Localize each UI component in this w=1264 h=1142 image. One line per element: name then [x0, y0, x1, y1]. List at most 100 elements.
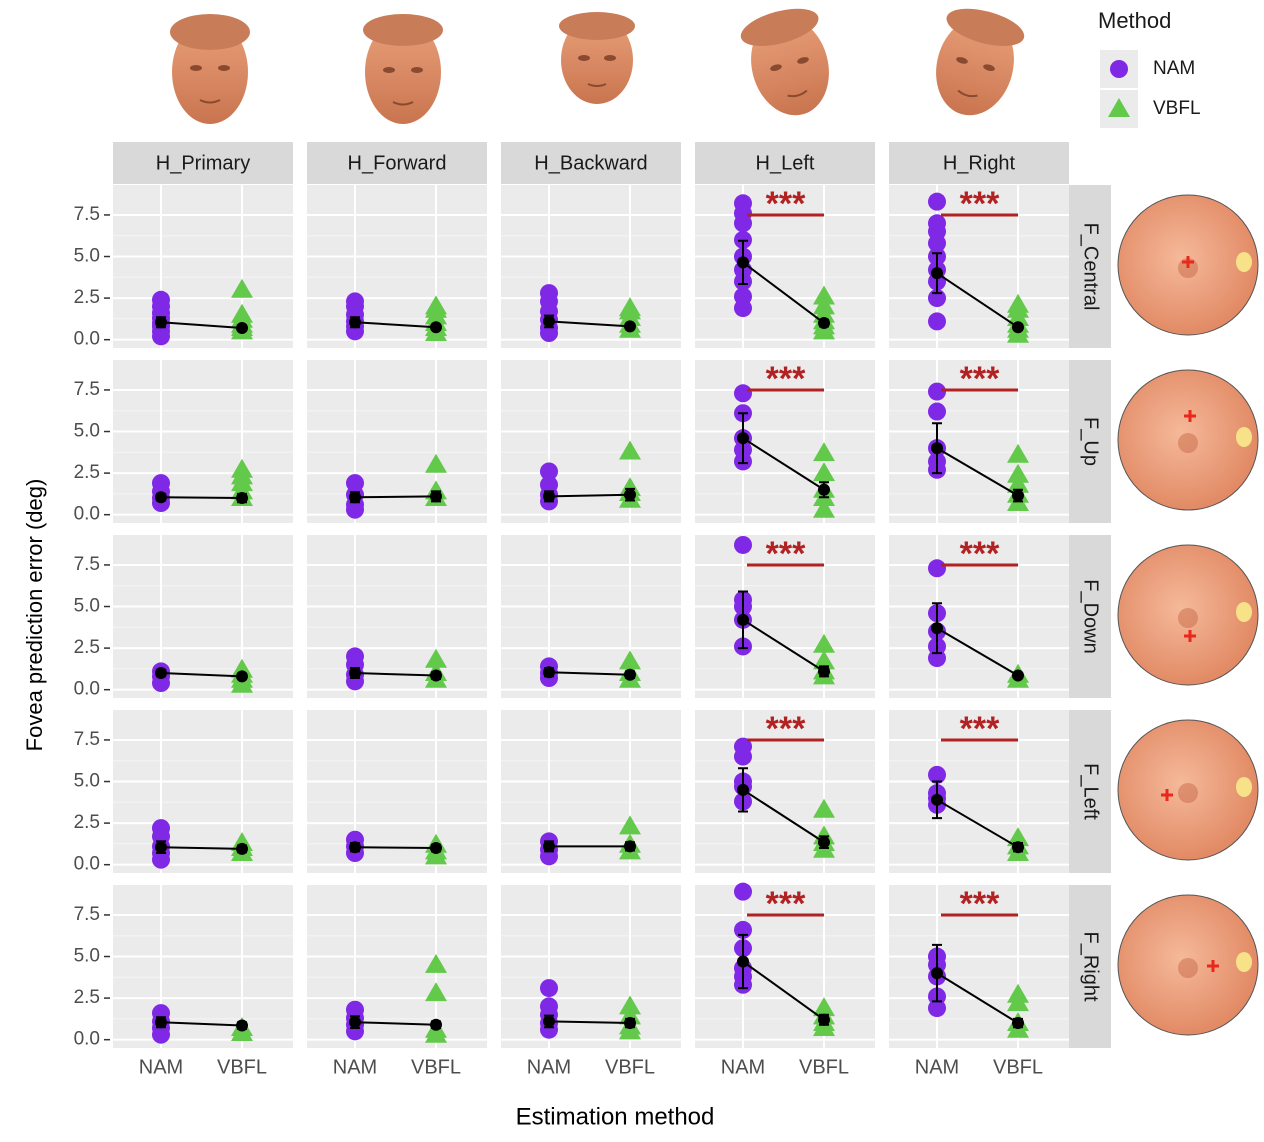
optic-disc	[1236, 602, 1252, 622]
data-point	[540, 462, 558, 481]
y-tick-label: 0.0	[74, 504, 100, 525]
panel-background	[695, 185, 875, 348]
panel	[307, 885, 487, 1048]
mean-line	[742, 788, 825, 844]
data-point	[346, 292, 364, 311]
panel	[307, 535, 487, 698]
panel	[113, 185, 293, 348]
facet-label: H_Primary	[156, 152, 250, 174]
panel-background	[501, 710, 681, 873]
mean-line	[354, 321, 437, 329]
mean-point	[236, 322, 248, 335]
mean-point	[543, 666, 555, 679]
mean-line	[548, 1020, 631, 1025]
data-point	[928, 765, 946, 784]
data-point	[540, 979, 558, 998]
facet-strip	[1069, 185, 1111, 348]
optic-disc	[1236, 427, 1252, 447]
y-tick-label: 5.0	[74, 946, 100, 967]
y-tick-label: 2.5	[74, 987, 100, 1008]
facet-strip	[307, 142, 487, 184]
data-point	[540, 475, 558, 494]
data-point	[619, 650, 641, 670]
data-point	[540, 284, 558, 303]
mean-line	[548, 671, 631, 676]
data-point	[1007, 827, 1029, 847]
mean-point	[155, 841, 167, 854]
target-cross	[1184, 410, 1196, 422]
panel	[889, 535, 1069, 698]
y-tick-label: 5.0	[74, 246, 100, 267]
mean-point	[155, 667, 167, 680]
mean-point	[931, 442, 943, 455]
mean-point	[737, 256, 749, 269]
data-point	[1007, 473, 1029, 493]
data-point	[1007, 293, 1029, 313]
mean-line	[160, 321, 243, 330]
mean-line	[742, 261, 825, 324]
fovea	[1178, 433, 1198, 453]
mean-point	[349, 667, 361, 680]
data-point	[231, 458, 253, 478]
mean-point	[737, 955, 749, 968]
facet-strip	[113, 142, 293, 184]
panel	[307, 710, 487, 873]
y-tick-label: 7.5	[74, 904, 100, 925]
data-point	[619, 1005, 641, 1025]
mean-line	[354, 495, 437, 499]
mean-point	[543, 1015, 555, 1028]
mean-point	[624, 840, 636, 853]
y-tick-label: 2.5	[74, 462, 100, 483]
data-point	[734, 535, 752, 554]
mean-point	[236, 670, 248, 683]
panel	[889, 185, 1069, 348]
x-tick-label: NAM	[915, 1056, 959, 1078]
legend-marker	[1108, 98, 1130, 117]
data-point	[231, 303, 253, 323]
y-tick-label: 7.5	[74, 554, 100, 575]
facet-strip	[1069, 360, 1111, 523]
facet-strip	[1069, 710, 1111, 873]
panel	[113, 710, 293, 873]
data-point	[540, 997, 558, 1016]
panel-background	[113, 535, 293, 698]
panel	[113, 360, 293, 523]
panel	[501, 185, 681, 348]
panel-background	[695, 885, 875, 1048]
mean-line	[742, 618, 825, 673]
x-tick-label: NAM	[333, 1056, 377, 1078]
data-point	[1007, 443, 1029, 463]
panel-background	[501, 185, 681, 348]
significance-label: ***	[766, 885, 806, 923]
mean-point	[737, 783, 749, 796]
data-point	[346, 474, 364, 493]
mean-point	[931, 967, 943, 980]
mean-line	[936, 627, 1019, 677]
mean-point	[818, 1013, 830, 1026]
facet-strip	[1069, 885, 1111, 1048]
data-point	[346, 647, 364, 666]
panel-background	[695, 360, 875, 523]
mean-point	[155, 316, 167, 329]
mean-line	[548, 320, 631, 328]
panel-background	[695, 710, 875, 873]
mean-point	[1012, 489, 1024, 502]
x-axis-title: Estimation method	[516, 1103, 715, 1130]
panel-background	[307, 885, 487, 1048]
mean-line	[354, 672, 437, 677]
data-point	[813, 650, 835, 670]
y-tick-label: 7.5	[74, 379, 100, 400]
y-tick-label: 0.0	[74, 854, 100, 875]
target-cross	[1182, 256, 1194, 268]
mean-point	[543, 490, 555, 503]
fovea	[1178, 783, 1198, 803]
mean-point	[737, 613, 749, 626]
facet-label: F_Central	[1080, 223, 1102, 311]
mean-line	[548, 493, 631, 498]
data-point	[813, 997, 835, 1017]
panel-background	[889, 185, 1069, 348]
panel	[307, 360, 487, 523]
mean-point	[430, 669, 442, 682]
mean-line	[354, 846, 437, 850]
target-cross	[1207, 960, 1219, 972]
